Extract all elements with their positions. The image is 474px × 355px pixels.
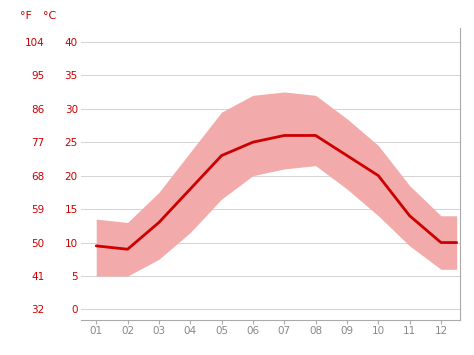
Text: °C: °C — [43, 11, 56, 21]
Text: °F: °F — [20, 11, 32, 21]
